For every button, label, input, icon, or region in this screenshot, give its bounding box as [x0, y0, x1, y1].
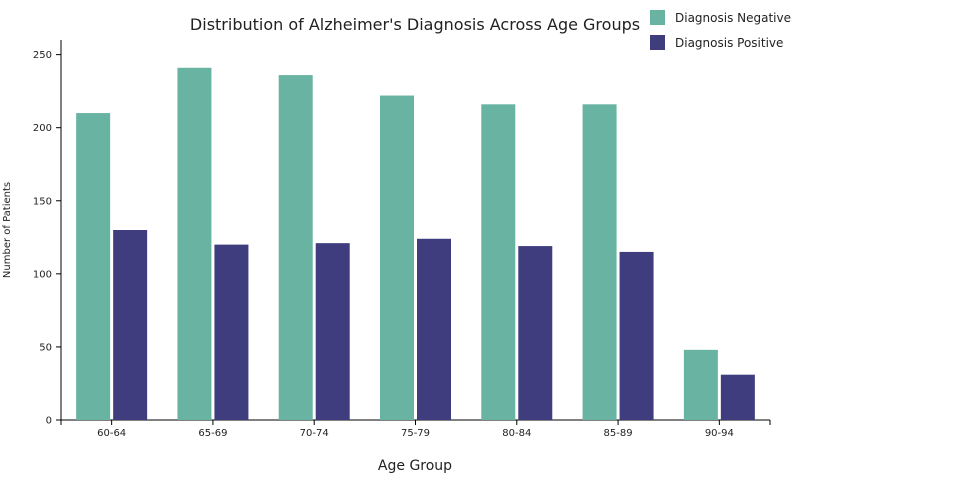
- bars: [76, 67, 755, 421]
- chart-title: Distribution of Alzheimer's Diagnosis Ac…: [190, 15, 640, 34]
- bar-diagnosis-negative-60-64[interactable]: [76, 113, 111, 421]
- y-tick-label: 50: [39, 342, 52, 353]
- legend: Diagnosis Negative Diagnosis Positive: [650, 10, 791, 50]
- bar-diagnosis-positive-65-69[interactable]: [214, 244, 249, 420]
- y-tick-label: 0: [46, 416, 52, 427]
- bar-diagnosis-positive-70-74[interactable]: [315, 243, 350, 420]
- y-tick-label: 250: [33, 50, 52, 61]
- x-axis-label: Age Group: [378, 458, 452, 474]
- y-tick-label: 100: [33, 269, 52, 280]
- bar-diagnosis-positive-60-64[interactable]: [113, 230, 148, 420]
- x-tick-label: 65-69: [198, 428, 227, 439]
- legend-swatch[interactable]: [650, 10, 665, 25]
- legend-swatch[interactable]: [650, 35, 665, 50]
- bar-diagnosis-positive-80-84[interactable]: [518, 246, 553, 420]
- y-axis-label: Number of Patients: [2, 182, 13, 278]
- bar-diagnosis-negative-70-74[interactable]: [278, 75, 313, 421]
- bar-diagnosis-positive-90-94[interactable]: [720, 374, 755, 420]
- y-tick-label: 200: [33, 123, 52, 134]
- legend-label[interactable]: Diagnosis Positive: [675, 36, 783, 50]
- x-tick-label: 80-84: [502, 428, 531, 439]
- y-axis: 0 50 100 150 200 250: [33, 40, 62, 427]
- bar-diagnosis-negative-75-79[interactable]: [380, 95, 414, 421]
- legend-label[interactable]: Diagnosis Negative: [675, 11, 791, 25]
- bar-diagnosis-negative-65-69[interactable]: [177, 67, 212, 421]
- bar-diagnosis-positive-75-79[interactable]: [417, 238, 451, 420]
- bar-diagnosis-positive-85-89[interactable]: [619, 251, 654, 420]
- y-tick-label: 150: [33, 196, 52, 207]
- x-tick-label: 70-74: [300, 428, 329, 439]
- x-tick-label: 85-89: [604, 428, 633, 439]
- bar-diagnosis-negative-80-84[interactable]: [481, 104, 516, 421]
- bar-diagnosis-negative-90-94[interactable]: [683, 349, 718, 420]
- x-axis: 60-64 65-69 70-74 75-79 80-84 85-89 90-94: [60, 419, 771, 439]
- bar-diagnosis-negative-85-89[interactable]: [582, 104, 617, 421]
- x-tick-label: 75-79: [401, 428, 430, 439]
- x-tick-label: 60-64: [97, 428, 126, 439]
- x-tick-label: 90-94: [705, 428, 734, 439]
